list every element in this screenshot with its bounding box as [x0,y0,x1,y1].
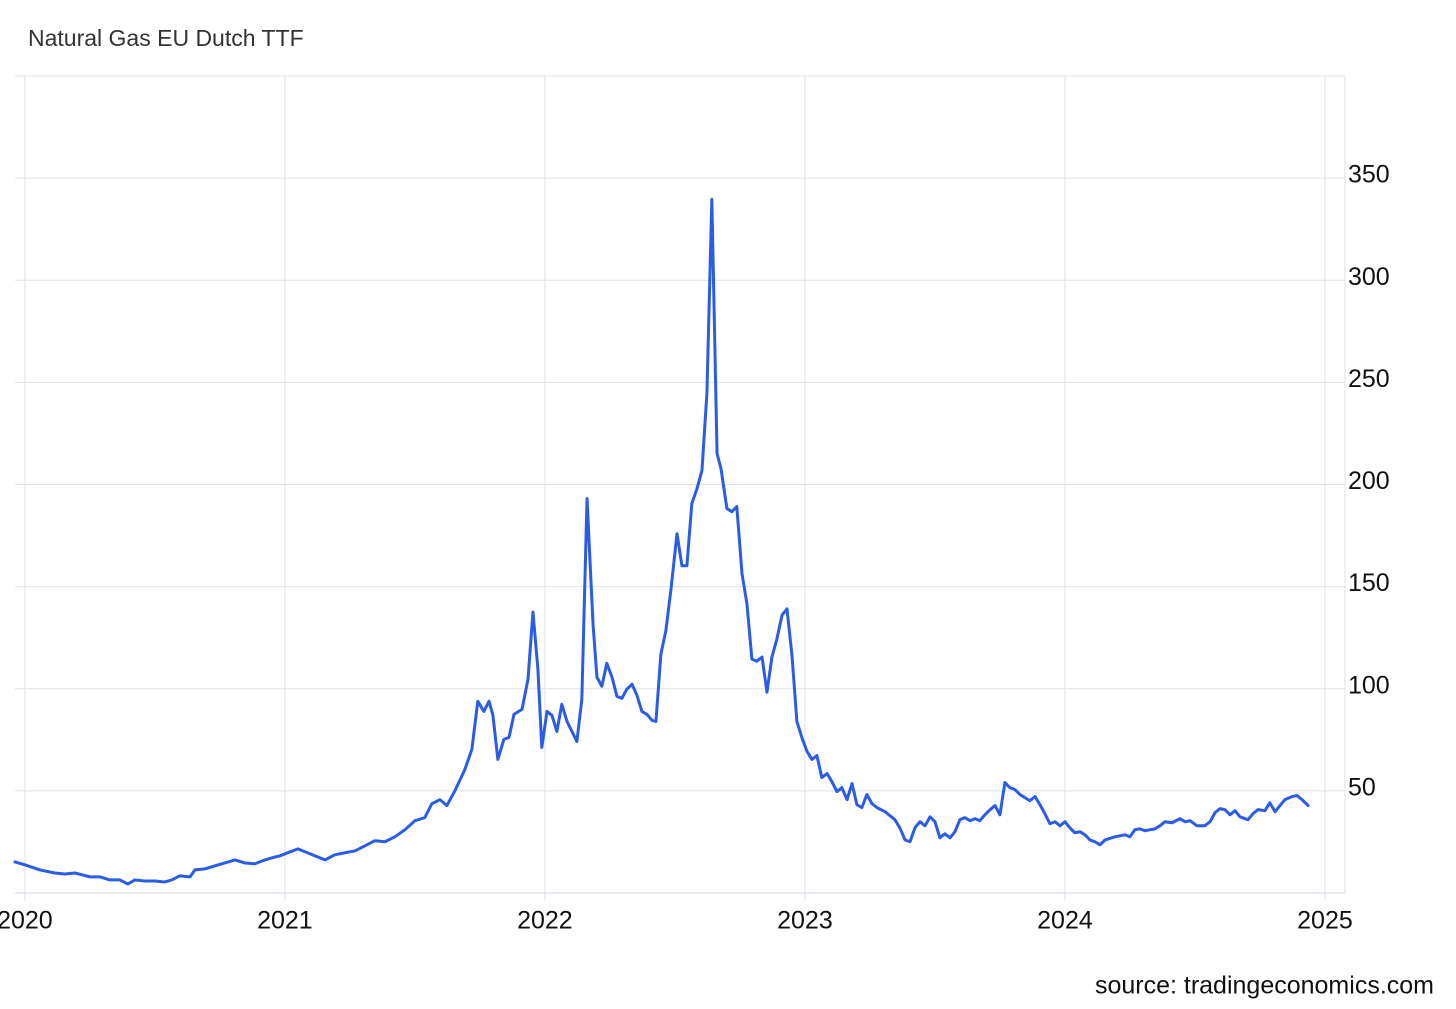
x-tick-label: 2020 [0,907,53,935]
chart-title: Natural Gas EU Dutch TTF [28,25,304,51]
price-line [13,197,1310,886]
y-tick-label: 200 [1348,467,1390,495]
x-tick-label: 2025 [1297,907,1353,935]
y-tick-label: 250 [1348,365,1390,393]
y-tick-label: 50 [1348,773,1376,801]
y-tick-label: 150 [1348,569,1390,597]
x-tick-label: 2024 [1037,907,1093,935]
x-tick-label: 2023 [777,907,833,935]
y-tick-label: 100 [1348,671,1390,699]
source-note: source: tradingeconomics.com [1095,972,1434,1000]
y-tick-label: 300 [1348,263,1390,291]
x-tick-label: 2022 [517,907,573,935]
x-tick-label: 2021 [257,907,313,935]
y-tick-label: 350 [1348,161,1390,189]
